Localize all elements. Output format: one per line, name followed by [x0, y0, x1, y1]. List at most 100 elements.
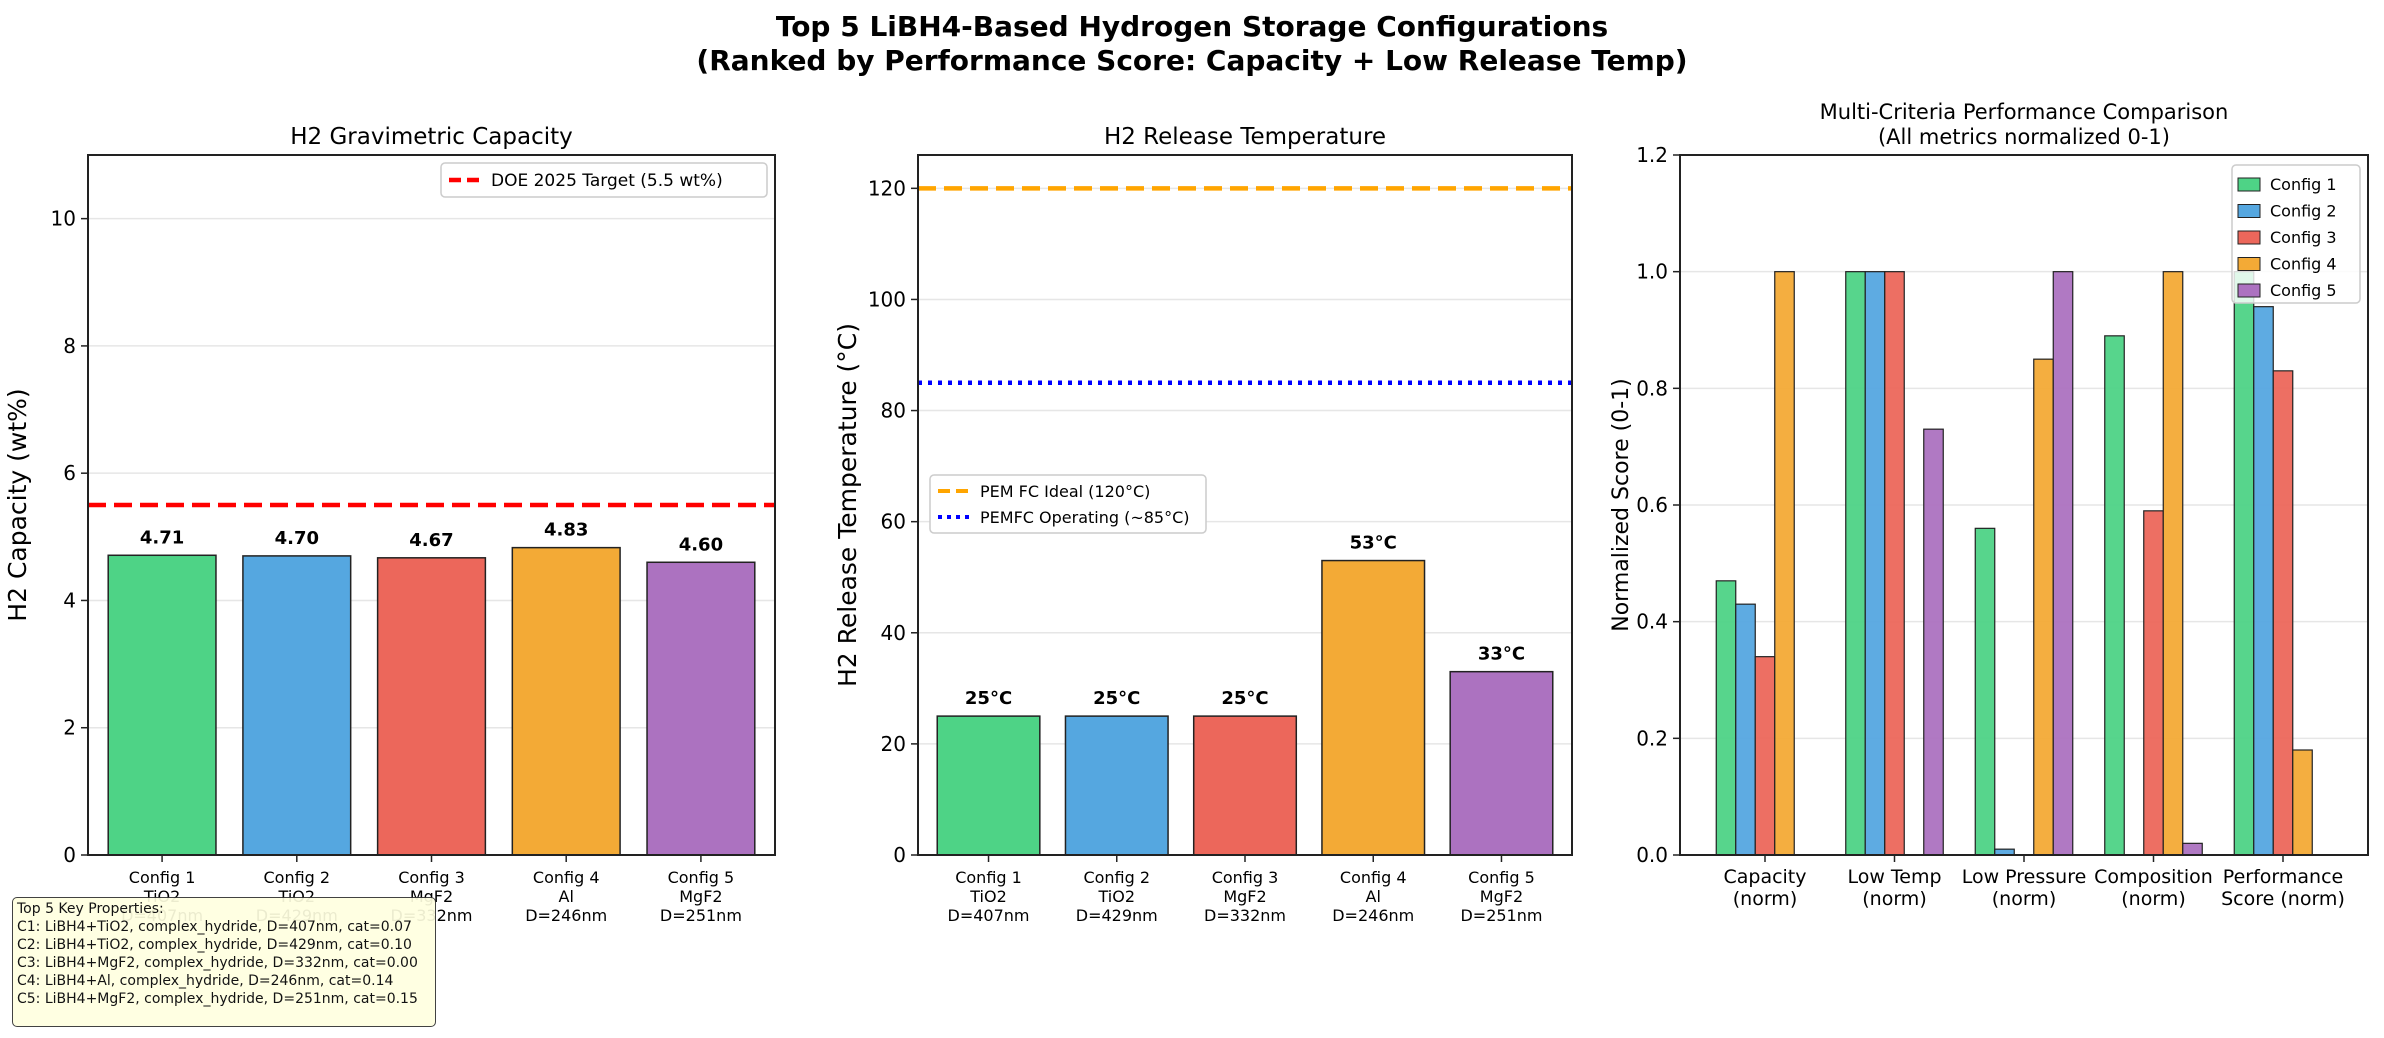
bar-config-2 [1864, 271, 1886, 856]
legend-swatch [2237, 204, 2261, 218]
y-tick-label: 6 [63, 461, 76, 485]
chart-panel-1: 0 2 4 6 8 10 H2 Gravimetric Capacity H2 Capacit… [3, 124, 776, 925]
legend-label: PEM FC Ideal (120°C) [980, 482, 1150, 501]
figure-title-line-2: (Ranked by Performance Score: Capacity +… [696, 44, 1688, 77]
bar-value-label: 4.71 [140, 527, 184, 548]
legend-swatch [2237, 283, 2261, 298]
figure-title-line-1: Top 5 LiBH4-Based Hydrogen Storage Confi… [775, 10, 1609, 43]
bar-config-2 [1735, 603, 1756, 856]
bar-config-4 [511, 546, 621, 856]
panel-subtitle: (All metrics normalized 0-1) [1878, 125, 2170, 149]
bar-value-label: 33°C [1478, 644, 1525, 665]
chart-panel-2: 0 20 40 60 80 100 120 H2 Release Temperature H2 … [833, 124, 1573, 925]
key-properties-line: C3: LiBH4+MgF2, complex_hydride, D=332nm… [17, 955, 418, 971]
x-tick-label: Config 3 [398, 868, 465, 887]
bar-config-5 [1923, 428, 1944, 856]
legend-label: Config 5 [2270, 281, 2337, 300]
x-tick-label: MgF2 [1223, 887, 1266, 906]
key-properties-line: C1: LiBH4+TiO2, complex_hydride, D=407nm… [17, 919, 412, 935]
legend-label: DOE 2025 Target (5.5 wt%) [491, 171, 723, 191]
x-tick-label: Config 2 [1083, 868, 1150, 887]
bar-config-4 [2162, 271, 2184, 856]
y-tick-label: 120 [868, 176, 906, 200]
y-tick-label: 1.0 [1636, 260, 1668, 284]
panel-title: H2 Gravimetric Capacity [290, 124, 573, 150]
y-tick-label: 0 [893, 843, 906, 867]
x-tick-label: Config 1 [129, 868, 196, 887]
x-tick-label: Config 5 [1468, 868, 1535, 887]
bar-value-label: 4.70 [275, 528, 319, 549]
bar-config-3 [2143, 510, 2164, 856]
x-tick-label: D=407nm [948, 906, 1030, 925]
y-tick-label: 80 [881, 399, 906, 423]
y-tick-label: 2 [63, 716, 76, 740]
y-tick-label: 4 [63, 588, 76, 612]
bar-config-1 [2233, 271, 2255, 856]
bar-config-2 [1064, 715, 1169, 856]
y-tick-label: 0.6 [1636, 493, 1668, 517]
bar-value-label: 25°C [1093, 688, 1140, 709]
bar-config-3 [376, 557, 487, 856]
x-tick-label: D=429nm [1076, 906, 1158, 925]
legend-frame [440, 162, 768, 198]
key-properties-line: C2: LiBH4+TiO2, complex_hydride, D=429nm… [17, 937, 412, 953]
plot-frame [1679, 154, 2369, 856]
y-tick-label: 20 [881, 732, 906, 756]
plot-frame [917, 154, 1573, 856]
y-axis-label: Normalized Score (0-1) [1609, 378, 1634, 631]
x-tick-label: Config 4 [533, 868, 600, 887]
plot-frame [87, 154, 776, 856]
legend: DOE 2025 Target (5.5 wt%) [440, 162, 768, 198]
bar-value-label: 25°C [1221, 688, 1268, 709]
legend-frame [2231, 164, 2361, 304]
bar-config-1 [107, 554, 217, 856]
x-tick-label: Al [1366, 887, 1381, 906]
y-tick-label: 8 [63, 334, 76, 358]
x-tick-label: Config 2 [263, 868, 330, 887]
legend-swatch [2237, 177, 2261, 192]
key-properties-line: C4: LiBH4+Al, complex_hydride, D=246nm, … [17, 973, 394, 989]
y-tick-label: 0 [63, 843, 76, 867]
bar-config-4 [1774, 271, 1795, 856]
x-tick-label: D=246nm [525, 906, 607, 925]
chart-panel-3: 0.0 0.2 0.4 0.6 0.8 1.0 1.2 Multi-Criteria Perf… [1609, 100, 2369, 910]
bar-config-4 [2292, 749, 2313, 856]
y-tick-label: 0.4 [1636, 610, 1668, 634]
x-tick-label: Capacity [1723, 866, 1806, 888]
key-properties-title: Top 5 Key Properties: [17, 901, 164, 917]
bar-value-label: 4.83 [544, 520, 588, 541]
x-tick-label: Performance [2223, 866, 2343, 888]
bar-config-4 [1321, 559, 1426, 856]
x-tick-label: Low Temp [1847, 866, 1941, 888]
bar-config-3 [1884, 271, 1905, 856]
legend-label: PEMFC Operating (~85°C) [980, 508, 1190, 527]
legend-swatch [2237, 230, 2261, 245]
key-properties-box: Top 5 Key Properties: C1: LiBH4+TiO2, co… [12, 897, 436, 1027]
legend-frame [929, 474, 1207, 534]
bar-config-3 [2272, 370, 2294, 856]
y-tick-label: 100 [868, 287, 906, 311]
panel-title: Multi-Criteria Performance Comparison [1820, 100, 2229, 124]
bar-value-label: 25°C [965, 688, 1012, 709]
legend-swatch [2237, 257, 2261, 271]
x-tick-label: D=251nm [1460, 906, 1542, 925]
bar-config-1 [2104, 335, 2125, 856]
legend-label: Config 1 [2270, 175, 2337, 194]
legend-label: Config 2 [2270, 202, 2337, 221]
figure-title: Top 5 LiBH4-Based Hydrogen Storage Confi… [0, 10, 2384, 78]
x-tick-label: Composition [2094, 866, 2213, 888]
panel-title: H2 Release Temperature [1104, 124, 1386, 150]
legend-label: Config 4 [2270, 255, 2337, 274]
x-tick-label: D=251nm [660, 906, 742, 925]
bar-config-1 [936, 715, 1041, 856]
legend: PEM FC Ideal (120°C) PEMFC Operating (~85… [929, 474, 1207, 534]
bar-config-1 [1974, 527, 1996, 856]
legend: Config 1 Config 2 Config 3 Config 4 Config 5 [2231, 164, 2361, 304]
bar-config-2 [2253, 306, 2274, 856]
x-tick-label: MgF2 [679, 887, 722, 906]
bar-config-5 [2052, 271, 2074, 856]
x-tick-label: Config 1 [955, 868, 1022, 887]
bar-config-2 [242, 555, 352, 856]
bar-config-5 [1449, 670, 1554, 856]
y-tick-label: 60 [881, 510, 906, 534]
